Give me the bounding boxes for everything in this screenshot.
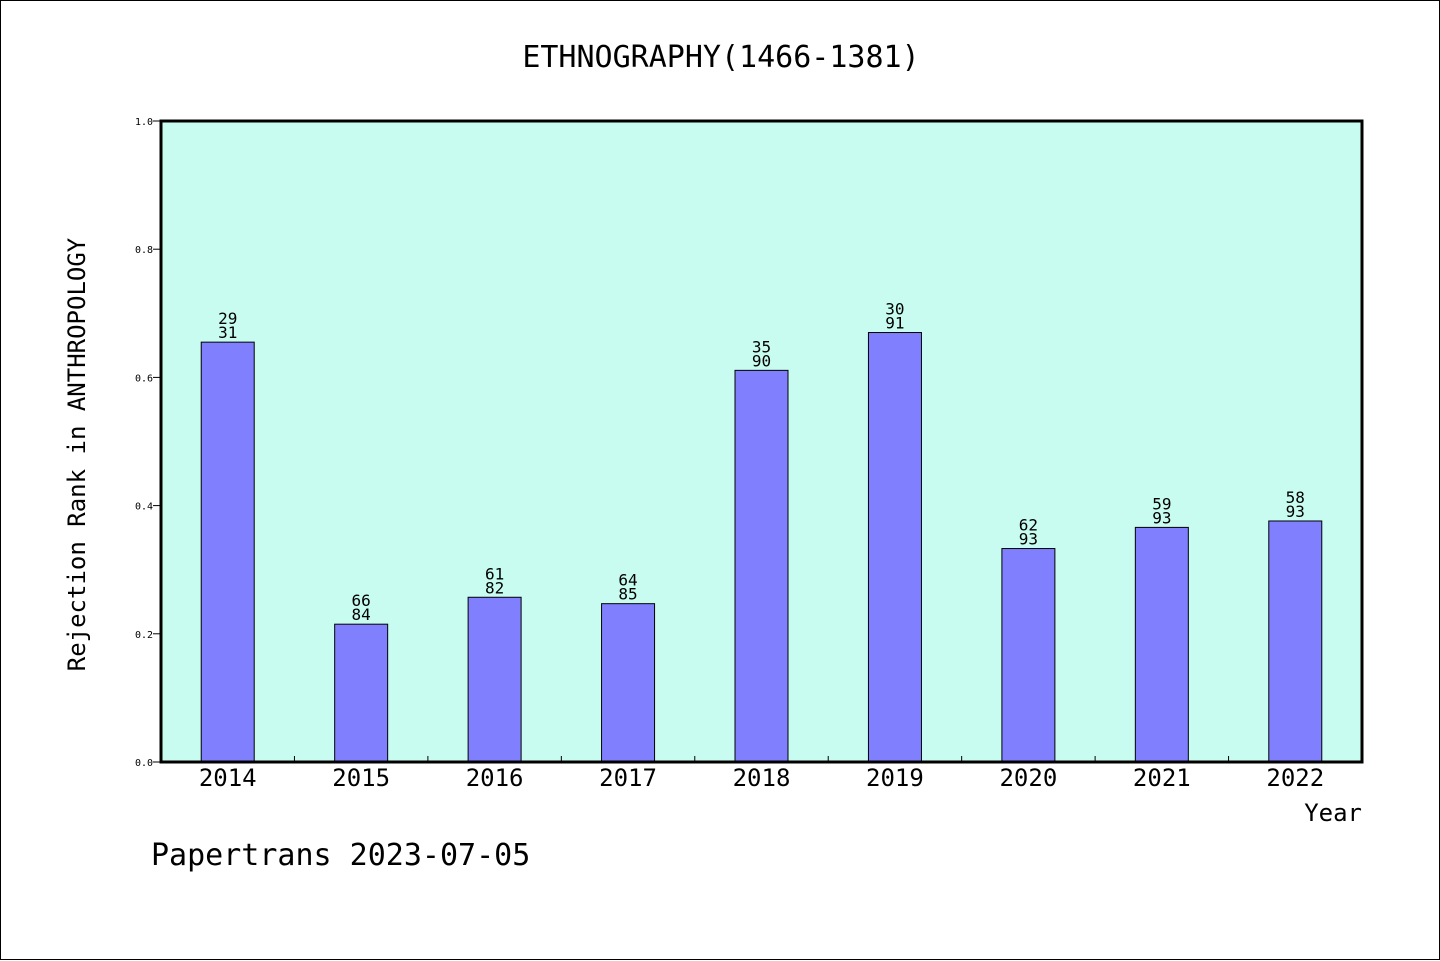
y-tick-label-0.8: 0.8 bbox=[135, 245, 153, 256]
bar-label-2019-1: 30 bbox=[885, 300, 904, 319]
bar-label-2017-1: 64 bbox=[618, 571, 637, 590]
bar-label-2021-2: 93 bbox=[1152, 508, 1171, 527]
bar-2020 bbox=[1001, 548, 1056, 763]
plot-border bbox=[159, 119, 1364, 764]
bar-label-2020-2: 93 bbox=[1019, 530, 1038, 549]
bar-label-2014-1: 29 bbox=[218, 309, 237, 328]
bar-label-2021-1: 59 bbox=[1152, 494, 1171, 513]
x-tick-label-2022: 2022 bbox=[1266, 764, 1324, 792]
bar-label-2022-2: 93 bbox=[1286, 502, 1305, 521]
chart-title: ETHNOGRAPHY(1466-1381) bbox=[522, 40, 919, 75]
y-tick-label-1.0: 1.0 bbox=[135, 117, 153, 128]
bar-label-2020-1: 62 bbox=[1019, 516, 1038, 535]
bar-label-2019-2: 91 bbox=[885, 314, 904, 333]
bar-label-2018-1: 35 bbox=[752, 337, 771, 356]
bar-2018 bbox=[734, 369, 789, 763]
y-tick-label-0.4: 0.4 bbox=[135, 502, 153, 513]
bar-label-2016-2: 82 bbox=[485, 578, 504, 597]
x-tick-label-2021: 2021 bbox=[1133, 764, 1191, 792]
x-tick-label-2019: 2019 bbox=[866, 764, 924, 792]
ticks-layer: 2014 2015 2016 2017 2018 2019 2020 2021 2022 0.0 0… bbox=[135, 117, 1324, 792]
y-axis-label: Rejection Rank in ANTHROPOLOGY bbox=[63, 237, 91, 671]
y-tick-label-0.2: 0.2 bbox=[135, 630, 153, 641]
x-tick-label-2015: 2015 bbox=[332, 764, 390, 792]
bar-label-2015-1: 66 bbox=[352, 591, 371, 610]
x-tick-label-2017: 2017 bbox=[599, 764, 657, 792]
footer-credit: Papertrans 2023-07-05 bbox=[151, 838, 530, 873]
bar-2016 bbox=[467, 596, 522, 763]
y-tick-label-0.6: 0.6 bbox=[135, 373, 153, 384]
bar-2017 bbox=[601, 603, 656, 763]
bar-label-2015-2: 84 bbox=[352, 605, 371, 624]
bar-2022 bbox=[1268, 520, 1323, 763]
bar-2015 bbox=[334, 623, 389, 763]
x-tick-label-2014: 2014 bbox=[199, 764, 257, 792]
bar-2021 bbox=[1134, 526, 1189, 763]
x-tick-label-2020: 2020 bbox=[999, 764, 1057, 792]
bar-label-2014-2: 31 bbox=[218, 323, 237, 342]
bar-2014 bbox=[200, 341, 255, 763]
x-axis-label: Year bbox=[1304, 799, 1362, 827]
bar-label-2018-2: 90 bbox=[752, 351, 771, 370]
y-tick-label-0.0: 0.0 bbox=[135, 758, 153, 769]
bar-label-2016-1: 61 bbox=[485, 564, 504, 583]
bar-label-2022-1: 58 bbox=[1286, 488, 1305, 507]
bar-2019 bbox=[867, 332, 922, 763]
x-tick-label-2018: 2018 bbox=[733, 764, 791, 792]
bar-label-2017-2: 85 bbox=[618, 585, 637, 604]
x-tick-label-2016: 2016 bbox=[466, 764, 524, 792]
